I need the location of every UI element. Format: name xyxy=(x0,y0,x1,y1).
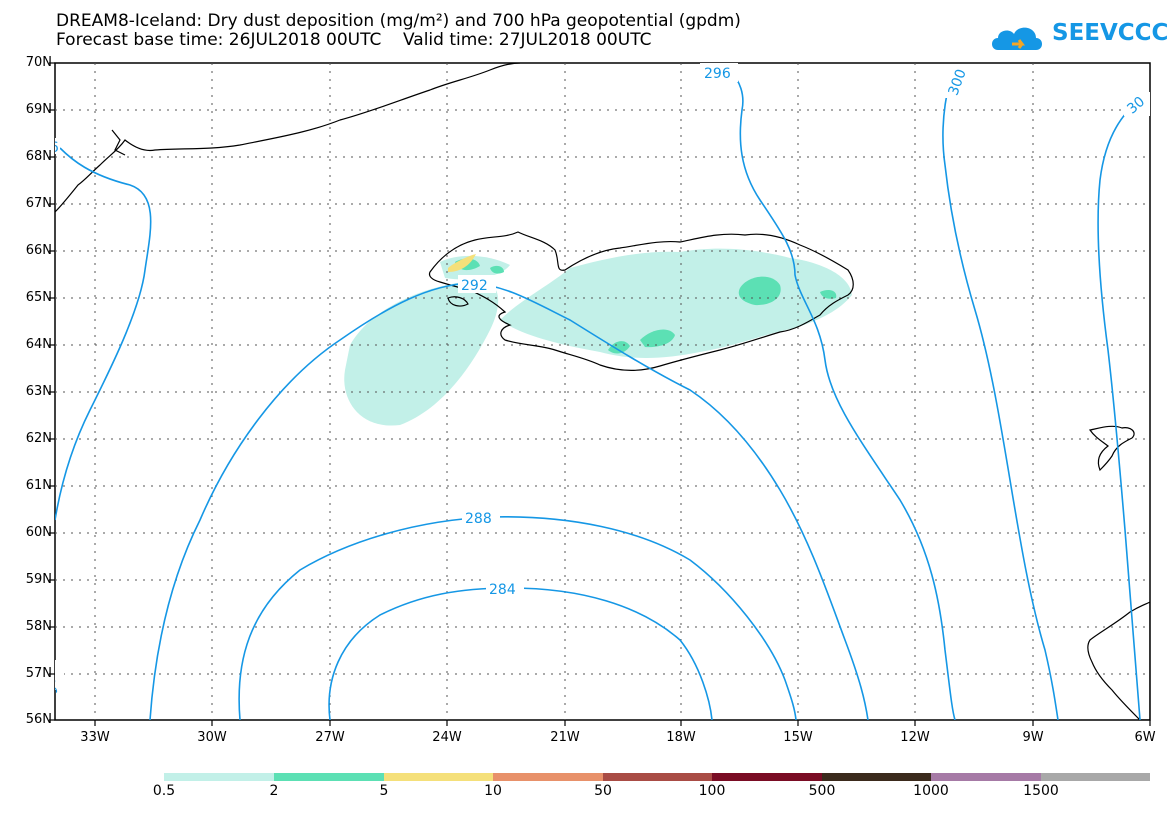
lon-label: 33W xyxy=(80,730,110,745)
legend-swatch xyxy=(603,773,712,781)
legend-label: 1500 xyxy=(1023,783,1059,799)
dust-plume-west xyxy=(344,280,499,426)
lon-label: 12W xyxy=(900,730,930,745)
lat-label: 61N xyxy=(25,478,52,493)
legend-label: 1000 xyxy=(913,783,949,799)
lat-label: 63N xyxy=(25,384,52,399)
lon-label: 21W xyxy=(550,730,580,745)
faroe-islands xyxy=(1089,425,1135,472)
contour-label: 296 xyxy=(32,140,59,156)
lon-label: 9W xyxy=(1022,730,1044,745)
scotland-coast xyxy=(1087,601,1150,720)
graticule xyxy=(55,63,1150,720)
contour-label: 292 xyxy=(461,278,488,294)
lat-label: 65N xyxy=(25,290,52,305)
contour-labels: 296 296 300 30 292 288 284 296 xyxy=(32,63,1150,697)
lat-label: 59N xyxy=(25,572,52,587)
greenland-coast xyxy=(55,63,521,213)
contour-296-west xyxy=(55,147,152,521)
lat-label: 60N xyxy=(25,525,52,540)
legend-label: 100 xyxy=(698,783,726,799)
lat-label: 62N xyxy=(25,431,52,446)
iceland-coast xyxy=(428,231,854,371)
legend-swatch xyxy=(384,773,493,781)
contour-288 xyxy=(238,516,797,720)
legend-swatch xyxy=(931,773,1041,781)
legend-label: 5 xyxy=(379,783,389,799)
lon-label: 6W xyxy=(1134,730,1156,745)
lon-label: 18W xyxy=(666,730,696,745)
contour-300 xyxy=(942,79,1059,720)
axis-ticks xyxy=(49,62,1151,726)
contour-30x-east xyxy=(1097,99,1141,720)
contour-label: 284 xyxy=(489,582,516,598)
coastlines xyxy=(55,63,1150,720)
lat-label: 69N xyxy=(25,102,52,117)
map-frame xyxy=(54,62,1151,721)
contour-label: 296 xyxy=(39,667,59,696)
legend-swatch xyxy=(493,773,603,781)
lon-label: 27W xyxy=(315,730,345,745)
map-subtitle: Forecast base time: 26JUL2018 00UTC Vali… xyxy=(56,30,652,50)
legend-label: 0.5 xyxy=(152,783,176,799)
legend-swatch xyxy=(822,773,931,781)
dust-iceland xyxy=(500,248,852,358)
lat-label: 64N xyxy=(25,337,52,352)
cloud-icon xyxy=(992,27,1042,50)
legend-label: 50 xyxy=(594,783,612,799)
contour-292 xyxy=(149,282,869,720)
geopotential-contours xyxy=(55,71,1141,720)
logo-text: SEEVCCC xyxy=(1052,20,1169,46)
legend-swatch xyxy=(1041,773,1150,781)
legend-swatch xyxy=(712,773,822,781)
lon-label: 24W xyxy=(432,730,462,745)
legend-label: 10 xyxy=(484,783,502,799)
contour-284 xyxy=(328,587,713,720)
lat-label: 58N xyxy=(25,619,52,634)
legend-swatch xyxy=(274,773,384,781)
legend-label: 2 xyxy=(269,783,279,799)
legend-swatch xyxy=(164,773,274,781)
lon-label: 15W xyxy=(783,730,813,745)
seevccc-logo xyxy=(992,27,1042,50)
map-title: DREAM8-Iceland: Dry dust deposition (mg/… xyxy=(56,11,741,31)
contour-label: 288 xyxy=(465,511,492,527)
contour-label: 296 xyxy=(704,66,731,82)
legend-label: 500 xyxy=(808,783,836,799)
lat-label: 57N xyxy=(25,666,52,681)
lat-label: 68N xyxy=(25,149,52,164)
lon-label: 30W xyxy=(197,730,227,745)
contour-296 xyxy=(729,71,956,720)
lat-label: 67N xyxy=(25,196,52,211)
lat-label: 70N xyxy=(25,55,52,70)
lat-label: 56N xyxy=(25,712,52,727)
lat-label: 66N xyxy=(25,243,52,258)
